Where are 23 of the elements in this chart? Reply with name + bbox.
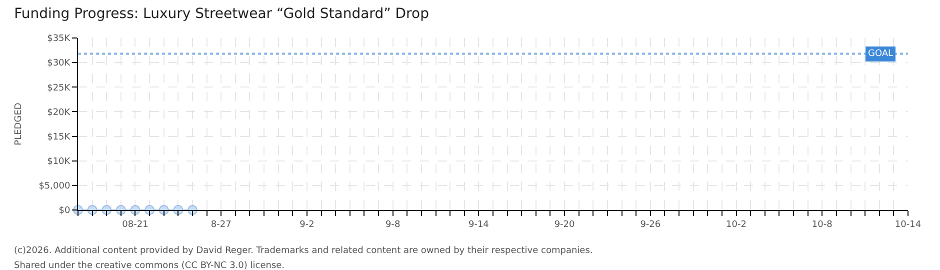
ref-line-label: GOAL [868,49,894,59]
y-tick-label: $0 [58,206,70,216]
y-tick-label: $30K [47,58,72,69]
x-tick-label: 9-8 [385,220,400,230]
y-tick-label: $15K [47,132,72,142]
x-tick-label: 9-26 [640,220,661,230]
text: (c)2026. Additional content provided by David Reger. Trademarks and related content are owned by their respective companies. [14,246,593,256]
y-tick-label: $25K [47,83,72,94]
chart-title: Funding Progress: Luxury Streetwear “Gold Standard” Drop [14,6,430,22]
x-tick-label: 10-2 [726,220,746,230]
x-tick-label: 08-21 [122,220,148,230]
y-tick-label: $20K [47,108,72,118]
y-tick-label: $35K [47,34,72,44]
y-tick-label: $10K [47,157,72,168]
x-tick-label: 10-8 [812,220,833,230]
x-tick-label: 10-14 [894,220,922,230]
x-tick-label: 9-14 [468,220,490,230]
x-tick-label: 9-20 [554,220,576,230]
x-tick-label: 8-27 [210,220,232,230]
y-axis-title: PLEDGED [14,102,24,146]
text: Shared under the creative commons (CC BY-NC 3.0) license. [14,261,285,270]
y-tick-label: $5,000 [38,182,70,192]
x-tick-label: 9-2 [300,220,314,230]
